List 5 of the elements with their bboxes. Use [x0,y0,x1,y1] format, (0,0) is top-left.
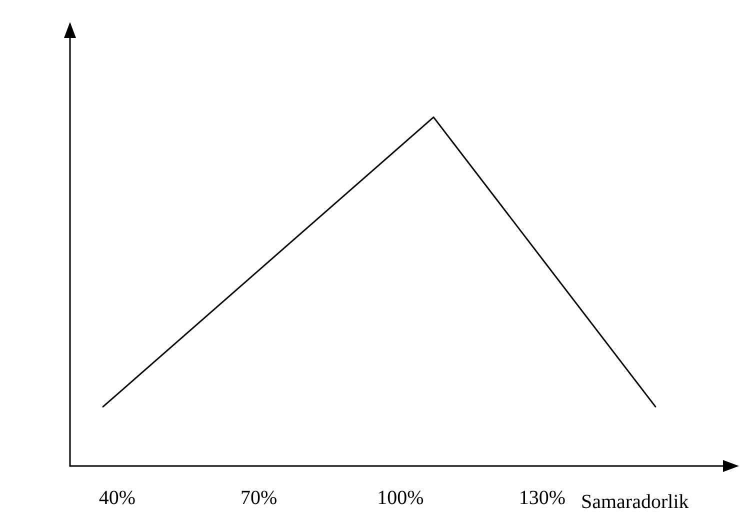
x-tick-label: 100% [377,487,424,509]
x-axis-title: Samaradorlik [581,491,689,513]
x-tick-label: 40% [98,487,136,509]
x-tick-label: 70% [240,487,278,509]
x-tick-label: 130% [518,487,566,509]
